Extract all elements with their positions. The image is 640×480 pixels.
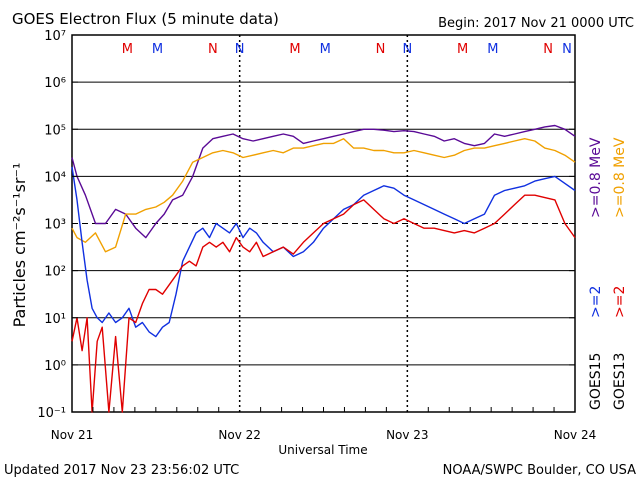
y-tick-label: 10⁷	[44, 29, 66, 44]
series-line	[71, 166, 576, 338]
legend-item: >=0.8 MeV	[588, 137, 604, 218]
series-lines	[71, 124, 576, 413]
marker-label: M	[457, 42, 468, 57]
marker-label: N	[235, 42, 245, 57]
begin-label: Begin: 2017 Nov 21 0000 UTC	[438, 16, 634, 31]
marker-label: M	[289, 42, 300, 57]
legend: GOES15 >=2 >=0.8 MeV GOES13 >=2 >=0.8 MeV	[588, 137, 628, 410]
y-axis-ticks: 10⁻¹ 10⁰ 10¹ 10² 10³ 10⁴ 10⁵ 10⁶ 10⁷	[37, 29, 575, 421]
y-tick-label: 10⁶	[44, 76, 66, 91]
x-tick-label: Nov 21	[51, 428, 94, 442]
y-tick-label: 10⁰	[44, 359, 66, 374]
series-line	[71, 194, 576, 413]
x-tick-label: Nov 23	[386, 428, 429, 442]
legend-item: >=2	[588, 286, 604, 318]
marker-label: M	[122, 42, 133, 57]
marker-label: N	[208, 42, 218, 57]
marker-label: N	[562, 42, 572, 57]
y-tick-label: 10³	[44, 218, 66, 233]
updated-label: Updated 2017 Nov 23 23:56:02 UTC	[4, 463, 239, 478]
series-line	[71, 124, 576, 239]
y-tick-label: 10⁴	[44, 170, 66, 185]
y-tick-label: 10¹	[44, 312, 66, 327]
y-tick-label: 10²	[44, 265, 66, 280]
x-axis-label: Universal Time	[278, 443, 367, 457]
grid-lines	[72, 81, 575, 366]
y-axis-label: Particles cm⁻²s⁻¹sr⁻¹	[10, 163, 29, 328]
legend-group-name: GOES13	[612, 353, 628, 410]
marker-label: N	[376, 42, 386, 57]
series-line	[71, 137, 576, 253]
marker-label: M	[320, 42, 331, 57]
x-tick-label: Nov 24	[554, 428, 597, 442]
credit-label: NOAA/SWPC Boulder, CO USA	[443, 463, 636, 478]
marker-label: M	[487, 42, 498, 57]
legend-group-name: GOES15	[588, 353, 604, 410]
marker-label: N	[402, 42, 412, 57]
y-tick-label: 10⁻¹	[37, 406, 66, 421]
x-tick-label: Nov 22	[218, 428, 261, 442]
legend-item: >=2	[612, 286, 628, 318]
legend-item: >=0.8 MeV	[612, 137, 628, 218]
x-axis-ticks: Nov 21 Nov 22 Nov 23 Nov 24	[51, 407, 597, 442]
chart-title: GOES Electron Flux (5 minute data)	[12, 10, 279, 28]
y-tick-label: 10⁵	[44, 123, 66, 138]
marker-label: M	[152, 42, 163, 57]
marker-label: N	[543, 42, 553, 57]
